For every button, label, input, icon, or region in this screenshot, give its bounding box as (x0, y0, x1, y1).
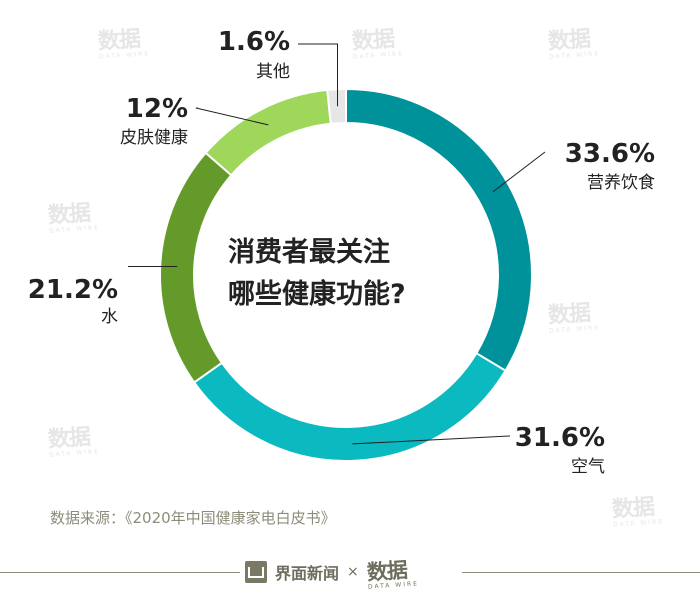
leader-line-3 (195, 107, 269, 126)
leader-line-1 (352, 435, 511, 445)
slice-category-label: 空气 (571, 457, 605, 477)
footer-branding: 界面新闻 × 数据 DATA WIRE (245, 556, 460, 591)
source-note: 数据来源：《2020年中国健康家电白皮书》 (50, 509, 336, 527)
donut-slice-0 (345, 87, 533, 373)
footer-divider (0, 572, 240, 573)
donut-slice-4 (326, 87, 347, 125)
donut-slice-3 (204, 88, 332, 177)
leader-line-4 (298, 43, 339, 107)
slice-value-label: 1.6% (218, 27, 290, 57)
separator: × (347, 564, 359, 580)
donut-slice-1 (192, 351, 507, 462)
publisher-name: 界面新闻 (275, 564, 340, 583)
slice-value-label: 12% (126, 94, 188, 124)
slice-category-label: 营养饮食 (587, 173, 655, 193)
slice-category-label: 水 (101, 307, 118, 327)
slice-value-label: 33.6% (565, 139, 655, 169)
publisher-logo-icon (245, 561, 267, 583)
partner-logo: 数据 DATA WIRE (365, 557, 419, 591)
footer-divider (462, 572, 700, 573)
chart-title: 消费者最关注 哪些健康功能? (228, 232, 454, 316)
chart-title-line: 消费者最关注 (228, 237, 390, 268)
leader-line-0 (492, 151, 546, 193)
slice-value-label: 31.6% (515, 423, 605, 453)
slice-value-label: 21.2% (28, 275, 118, 305)
chart-title-line: 哪些健康功能? (228, 279, 406, 310)
donut-slice-2 (159, 151, 233, 384)
slice-category-label: 其他 (256, 62, 290, 82)
slice-category-label: 皮肤健康 (120, 128, 188, 148)
